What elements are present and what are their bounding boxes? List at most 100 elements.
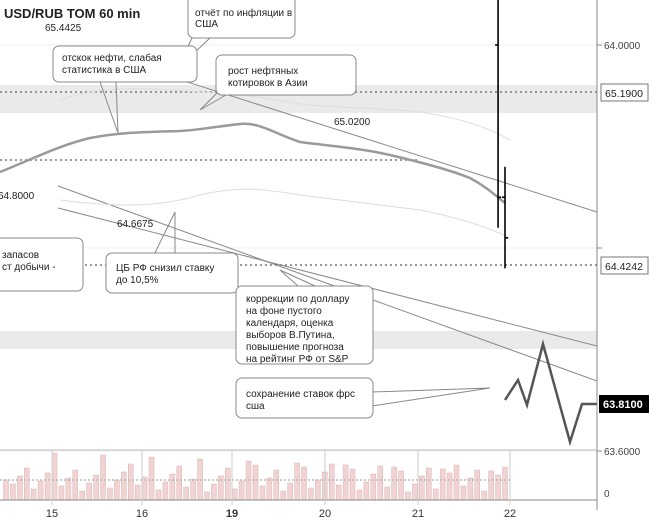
- dotted-levels: [0, 91, 597, 266]
- volume-bar: [335, 484, 342, 501]
- volume-bar: [204, 491, 210, 501]
- callout-text-1: отскок нефти, слабая статистика в США: [62, 52, 162, 76]
- volume-bar: [474, 469, 481, 501]
- point-label-low: 64.6675: [117, 219, 154, 230]
- volume-bar: [121, 471, 127, 501]
- x-label-4: 21: [412, 508, 424, 520]
- point-label-left: 64.8000: [0, 191, 35, 202]
- volume-bar: [398, 470, 404, 501]
- volume-bar: [391, 466, 397, 501]
- volume-bar: [273, 469, 280, 501]
- callout-leader-1: [99, 81, 119, 134]
- current-price-tag: 63.8100: [599, 395, 649, 413]
- volume-axis-label: 0: [604, 489, 610, 500]
- volume-bar: [488, 470, 494, 501]
- volume-bar: [72, 469, 79, 501]
- callout-text-6: коррекции по доллару на фоне пустого кален…: [246, 294, 349, 365]
- volume-bar: [315, 479, 321, 501]
- callout-text-4: запасов ст добычи -: [2, 250, 56, 273]
- volume-bar: [225, 467, 231, 501]
- volume-bar: [100, 454, 106, 501]
- volume-bar: [481, 490, 487, 501]
- level-tag-65-19: 65.1900: [600, 83, 649, 102]
- volume-bar: [24, 467, 30, 501]
- volume-bar: [294, 462, 300, 501]
- volume-bar: [51, 452, 58, 501]
- callout-text-7: сохранение ставок фрс сша: [246, 388, 355, 412]
- callout-text-5: ЦБ РФ снизил ставку до 10,5%: [116, 263, 214, 286]
- volume-bar: [446, 472, 453, 501]
- volume-bar: [259, 485, 266, 501]
- price-bars: [495, 0, 508, 269]
- x-label-3: 20: [319, 508, 331, 520]
- volume-bar: [453, 464, 460, 501]
- volume-bar: [176, 465, 183, 501]
- level-tag-box-64-42: [600, 256, 649, 275]
- volume-bar: [377, 465, 383, 501]
- volume-bar: [502, 466, 508, 501]
- volume-bar: [107, 487, 113, 501]
- channel-middle-line: [57, 185, 598, 382]
- x-axis: 15 16 19 20 21 22: [46, 450, 516, 520]
- upper-envelope-line: [59, 88, 511, 141]
- channel-lower-line: [57, 207, 598, 347]
- volume-bar: [169, 473, 176, 501]
- volume-bar: [460, 485, 467, 501]
- volume-bar: [363, 481, 370, 501]
- volume-bar: [287, 482, 293, 501]
- volume-bar: [301, 466, 307, 501]
- callout-box-1: [52, 45, 198, 83]
- price-bar: [495, 0, 502, 228]
- volume-bar: [432, 488, 439, 501]
- volume-bar: [252, 464, 259, 501]
- lower-envelope-line: [59, 188, 511, 239]
- volume-bar: [134, 484, 141, 501]
- x-label-1: 16: [136, 508, 148, 520]
- callout-box-5: [105, 252, 239, 294]
- volume-bar: [439, 468, 446, 501]
- callout-text-2: отчёт по инфляции в США: [195, 7, 292, 30]
- volume-bar: [183, 486, 189, 501]
- moving-average-line: [0, 122, 506, 204]
- volume-bar: [79, 490, 85, 501]
- y-axis: 65.400065.200065.000064.800064.600064.20…: [597, 41, 641, 458]
- volume-bar: [155, 489, 162, 501]
- volume-bar: [162, 481, 169, 501]
- volume-bar: [238, 480, 245, 501]
- volume-bar: [349, 468, 356, 501]
- volume-bar: [128, 463, 134, 501]
- volume-bar: [342, 464, 349, 501]
- volume-bar: [190, 478, 196, 501]
- callout-box-3: [215, 54, 357, 96]
- point-label-high: 65.4425: [45, 23, 82, 34]
- y-tick-label-9: 63.6000: [604, 447, 641, 458]
- chart-title: USD/RUB TOM 60 min: [4, 6, 140, 21]
- volume-bar: [266, 477, 273, 501]
- volume-bar: [412, 483, 418, 501]
- volume-bar: [405, 491, 411, 501]
- callout-box-7: [235, 377, 374, 419]
- x-label-0: 15: [46, 508, 58, 520]
- callout-leader-5: [279, 269, 316, 287]
- volume-bar: [495, 474, 501, 501]
- volume-bar: [280, 490, 286, 501]
- volume-bar: [467, 477, 474, 501]
- volume-bar: [328, 463, 335, 501]
- volume-bar: [58, 485, 65, 501]
- callout-leader-6: [371, 387, 491, 407]
- level-tag-box-65-19: [600, 83, 649, 102]
- volume-bar: [231, 488, 238, 501]
- callout-box-6: [235, 285, 374, 365]
- callout-box-4: [0, 237, 84, 292]
- volume-bar: [384, 486, 390, 501]
- callout-leader-4: [149, 211, 176, 264]
- current-price-text: 63.8100: [603, 399, 643, 411]
- volume-bar: [426, 467, 432, 501]
- x-label-2: 19: [226, 508, 238, 520]
- point-label-peak: 65.0200: [334, 117, 371, 128]
- current-price-box: [599, 395, 649, 413]
- volume-bar: [356, 489, 363, 501]
- volume-bar: [37, 480, 44, 501]
- level-tag-text-64-42: 64.4242: [605, 261, 643, 273]
